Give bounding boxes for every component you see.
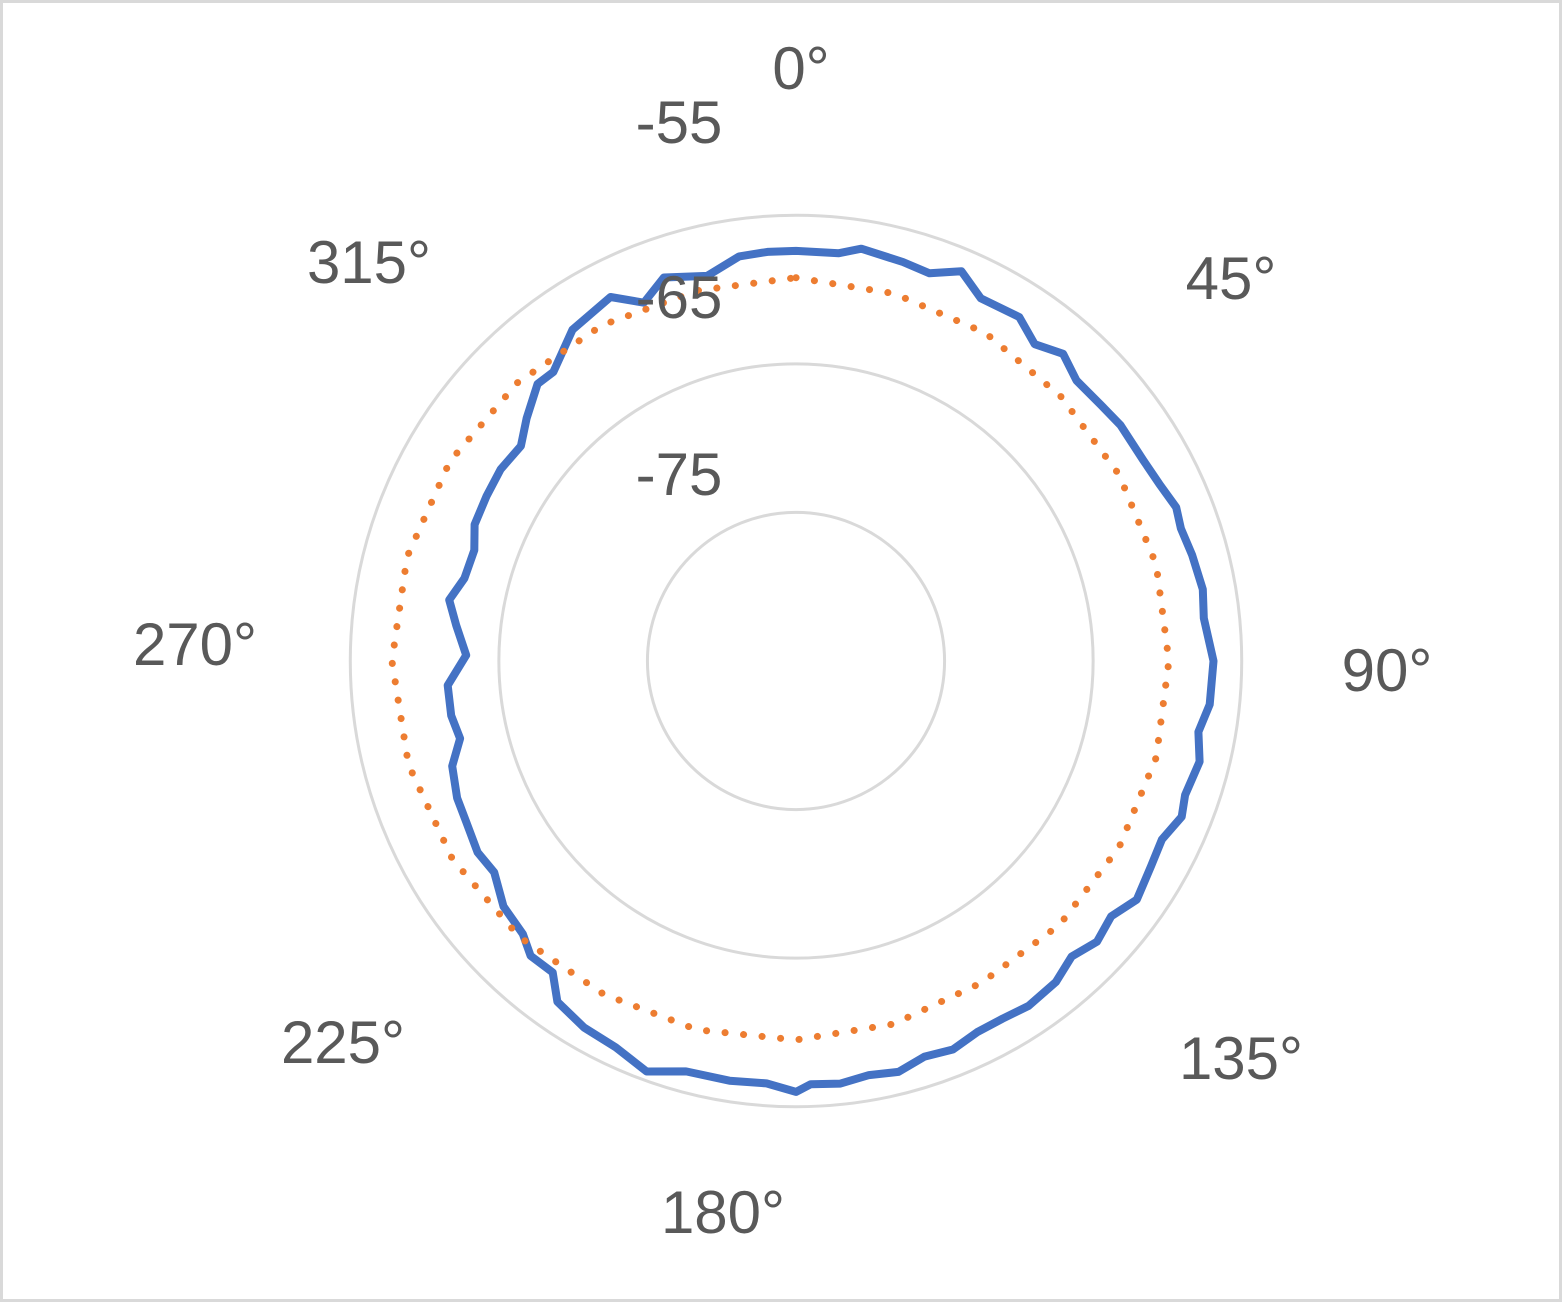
polar-plot-area: -75 -65 -55 0° 45° 90° 135° 180° 225° 270° 315° <box>133 35 1432 1246</box>
angle-tick-label: 0° <box>772 35 829 102</box>
series-line-1 <box>388 274 1173 1044</box>
angle-tick-label: 225° <box>281 1009 405 1076</box>
angle-tick-label: 180° <box>661 1179 785 1246</box>
radial-tick-label: -65 <box>636 264 723 331</box>
grid-ring-1 <box>645 510 947 812</box>
grid-layer <box>348 213 1244 1109</box>
angle-tick-label: 315° <box>307 229 431 296</box>
angle-tick-label: 270° <box>133 611 257 678</box>
label-layer: -75 -65 -55 0° 45° 90° 135° 180° 225° 270° 315° <box>133 35 1432 1246</box>
angle-tick-label: 45° <box>1186 245 1277 312</box>
series-line-0 <box>443 244 1218 1096</box>
radial-tick-label: -55 <box>636 89 723 156</box>
angle-tick-label: 90° <box>1342 637 1433 704</box>
angle-tick-label: 135° <box>1179 1025 1303 1092</box>
grid-ring-3 <box>348 213 1244 1109</box>
series-layer <box>388 244 1218 1096</box>
radial-tick-label: -75 <box>636 441 723 508</box>
grid-ring-2 <box>497 362 1095 960</box>
